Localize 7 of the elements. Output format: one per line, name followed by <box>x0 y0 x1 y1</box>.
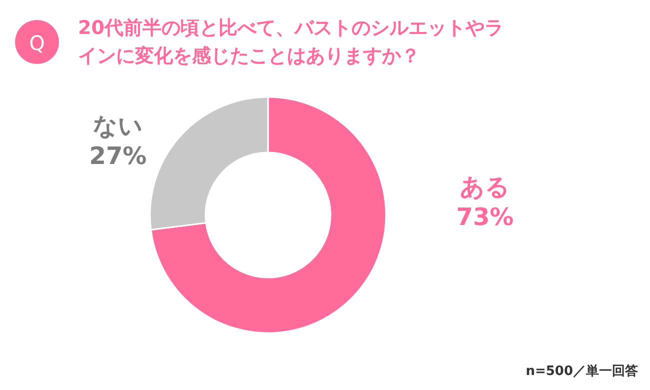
slice-label: ない <box>93 112 143 140</box>
text: n=500／単一回答 <box>526 364 638 379</box>
text: Q <box>29 31 45 55</box>
data-label: 73% <box>456 203 514 231</box>
slice-label: ある <box>460 173 510 201</box>
chart-title: 20代前半の頃と比べて、バストのシルエットやラインに変化を感じたことはありますか？ <box>78 17 504 67</box>
data-label: 27% <box>89 142 147 170</box>
